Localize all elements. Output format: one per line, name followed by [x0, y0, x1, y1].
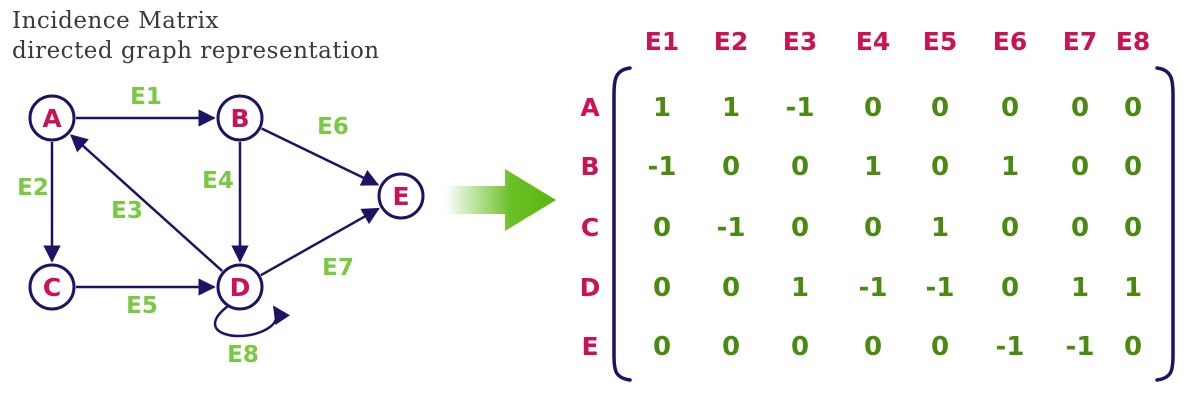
matrix-cell: 0	[864, 332, 882, 362]
matrix-row-header: D	[580, 273, 601, 302]
matrix-cell: 0	[1124, 332, 1142, 362]
matrix-column-header: E6	[993, 27, 1027, 56]
matrix-cell: 1	[1124, 273, 1142, 303]
edge-e6	[261, 127, 380, 186]
node-label: B	[230, 104, 249, 133]
matrix-cell: 0	[864, 93, 882, 123]
matrix-right-bracket	[1155, 66, 1175, 382]
matrix-column-header: E2	[714, 27, 748, 56]
node-b: B	[216, 94, 264, 142]
edge-label-e3: E3	[111, 198, 143, 224]
edge-label-e8: E8	[227, 342, 259, 368]
node-label: C	[43, 273, 61, 302]
right-arrow-icon	[445, 169, 556, 231]
matrix-row-header: B	[580, 152, 599, 181]
edge-e3	[70, 134, 223, 272]
matrix-cell: 0	[791, 332, 809, 362]
edge-e8	[213, 305, 291, 338]
matrix-cell: 0	[931, 332, 949, 362]
matrix-column-header: E5	[923, 27, 957, 56]
matrix-cell: -1	[786, 93, 815, 123]
matrix-cell: 0	[722, 332, 740, 362]
matrix-cell: 0	[1071, 213, 1089, 243]
matrix-cell: 0	[864, 213, 882, 243]
node-e: E	[377, 172, 425, 220]
matrix-cell: 0	[791, 213, 809, 243]
matrix-cell: 0	[931, 152, 949, 182]
matrix-cell: 0	[1001, 213, 1019, 243]
matrix-cell: 0	[1071, 152, 1089, 182]
matrix-cell: 0	[653, 332, 671, 362]
edge-e7	[260, 207, 380, 277]
matrix-cell: 0	[1001, 273, 1019, 303]
matrix-cell: 1	[864, 152, 882, 182]
matrix-column-header: E8	[1116, 27, 1150, 56]
matrix-cell: 0	[1001, 93, 1019, 123]
edge-label-e1: E1	[130, 84, 162, 110]
node-label: A	[42, 104, 62, 133]
diagram-title: Incidence Matrix directed graph represen…	[12, 6, 380, 66]
matrix-cell: 0	[1071, 93, 1089, 123]
matrix-cell: 0	[1124, 93, 1142, 123]
matrix-cell: -1	[717, 213, 746, 243]
matrix-cell: 1	[653, 93, 671, 123]
matrix-cell: 0	[722, 152, 740, 182]
matrix-row-header: C	[581, 213, 599, 242]
matrix-cell: 1	[931, 213, 949, 243]
edge-label-e7: E7	[322, 255, 354, 281]
matrix-cell: -1	[996, 332, 1025, 362]
edge-label-e6: E6	[317, 114, 349, 140]
title-line-1: Incidence Matrix	[12, 8, 219, 34]
matrix-cell: -1	[1066, 332, 1095, 362]
matrix-left-bracket	[612, 66, 632, 382]
directed-graph: A B C D E E1 E2 E3 E4 E5 E6 E7 E8	[17, 84, 425, 368]
edge-label-e4: E4	[202, 168, 234, 194]
matrix-cell: 0	[1124, 213, 1142, 243]
matrix-column-header: E4	[856, 27, 890, 56]
edge-label-e5: E5	[126, 293, 158, 319]
matrix-cell: 0	[1124, 152, 1142, 182]
matrix-cell: 0	[722, 273, 740, 303]
matrix-row-header: E	[581, 332, 598, 361]
matrix-column-header: E1	[645, 27, 679, 56]
node-d: D	[216, 263, 264, 311]
matrix-row-header: A	[580, 93, 600, 122]
matrix-cell: 1	[791, 273, 809, 303]
matrix-cell: -1	[926, 273, 955, 303]
matrix-cell: 0	[653, 213, 671, 243]
matrix-cell: 0	[653, 273, 671, 303]
edge-label-e2: E2	[17, 175, 49, 201]
node-label: E	[392, 182, 409, 211]
title-line-2: directed graph representation	[12, 38, 380, 64]
node-c: C	[28, 263, 76, 311]
node-a: A	[28, 94, 76, 142]
matrix-cell: 1	[1001, 152, 1019, 182]
matrix-column-header: E3	[783, 27, 817, 56]
matrix-cell: 0	[791, 152, 809, 182]
matrix-column-header: E7	[1063, 27, 1097, 56]
matrix-cell: 1	[722, 93, 740, 123]
matrix-cell: 0	[931, 93, 949, 123]
matrix-cell: 1	[1071, 273, 1089, 303]
matrix-cell: -1	[859, 273, 888, 303]
node-label: D	[230, 273, 251, 302]
matrix-cell: -1	[648, 152, 677, 182]
